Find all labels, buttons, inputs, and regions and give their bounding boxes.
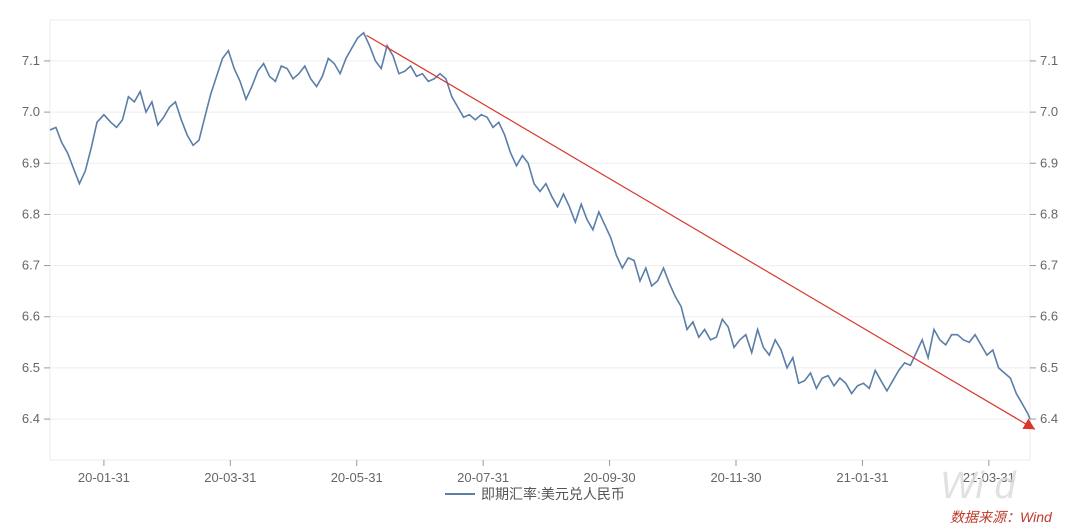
x-tick: 20-09-30: [584, 470, 636, 485]
x-tick: 20-07-31: [457, 470, 509, 485]
x-tick: 20-01-31: [78, 470, 130, 485]
x-tick: 21-01-31: [836, 470, 888, 485]
y-axis-right: 6.4 6.5 6.6 6.7 6.8 6.9 7.0 7.1: [1030, 53, 1058, 426]
legend: 即期汇率:美元兑人民币: [445, 486, 625, 502]
y-tick-left: 6.6: [22, 309, 40, 324]
x-axis: 20-01-31 20-03-31 20-05-31 20-07-31 20-09-30…: [78, 460, 1015, 485]
y-tick-right: 6.6: [1040, 309, 1058, 324]
x-tick: 20-11-30: [710, 470, 761, 485]
y-tick-right: 6.9: [1040, 155, 1058, 170]
y-tick-right: 7.0: [1040, 104, 1058, 119]
y-tick-right: 7.1: [1040, 53, 1058, 68]
watermark: Wi d: [940, 465, 1018, 507]
y-tick-left: 7.0: [22, 104, 40, 119]
y-tick-left: 6.5: [22, 360, 40, 375]
y-tick-left: 7.1: [22, 53, 40, 68]
data-source: 数据来源：Wind: [950, 509, 1053, 525]
y-tick-right: 6.8: [1040, 206, 1058, 221]
exchange-rate-line: [50, 33, 1030, 419]
x-tick: 20-03-31: [204, 470, 256, 485]
plot-area: [50, 20, 1030, 460]
y-tick-right: 6.4: [1040, 411, 1058, 426]
y-tick-right: 6.5: [1040, 360, 1058, 375]
x-tick: 20-05-31: [331, 470, 383, 485]
y-tick-left: 6.9: [22, 155, 40, 170]
y-tick-left: 6.4: [22, 411, 40, 426]
legend-label: 即期汇率:美元兑人民币: [481, 486, 625, 502]
exchange-rate-chart: 6.4 6.5 6.6 6.7 6.8 6.9 7.0 7.1 6.4 6.5 6.6 6.7 6.8…: [0, 0, 1080, 528]
y-tick-right: 6.7: [1040, 258, 1058, 273]
y-axis-left: 6.4 6.5 6.6 6.7 6.8 6.9 7.0 7.1: [22, 53, 50, 426]
y-tick-left: 6.8: [22, 206, 40, 221]
gridlines: [50, 61, 1030, 419]
y-tick-left: 6.7: [22, 258, 40, 273]
trend-arrow: [367, 35, 1035, 429]
